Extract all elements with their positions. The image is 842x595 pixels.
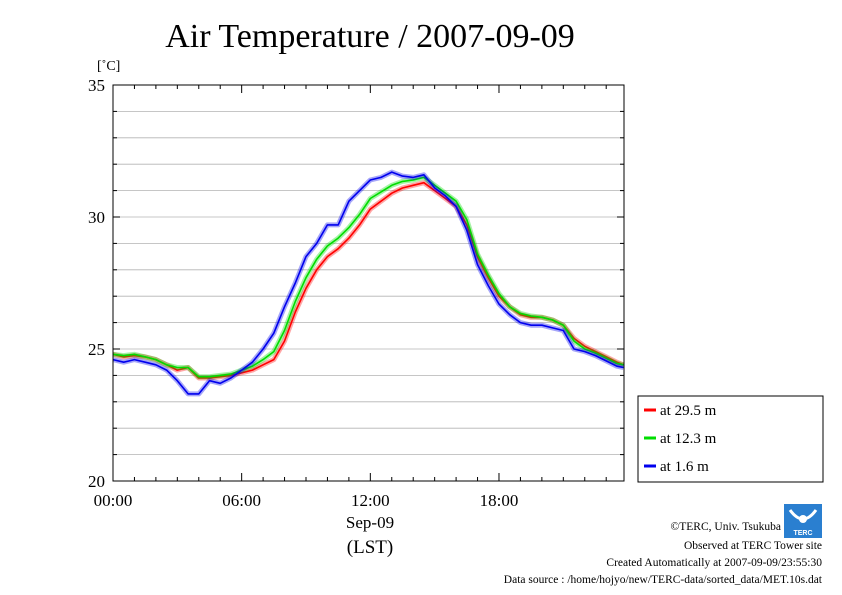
chart-title: Air Temperature / 2007-09-09 xyxy=(165,18,575,55)
plot-frame xyxy=(112,84,625,482)
legend-label-at-1-6-m: at 1.6 m xyxy=(660,459,709,475)
y-tick-label: 20 xyxy=(88,472,105,491)
y-tick-label: 30 xyxy=(88,208,105,227)
logo-text: TERC xyxy=(793,530,812,537)
x-tick-label: 06:00 xyxy=(222,491,261,510)
logo-drop-shape xyxy=(799,515,807,523)
series-line-at-12-3-m xyxy=(112,176,624,378)
series-line-at-1-6-m xyxy=(112,171,624,395)
legend-box xyxy=(637,395,824,483)
credit-copyright: ©TERC, Univ. Tsukuba xyxy=(671,521,781,533)
x-tick-label: 00:00 xyxy=(94,491,133,510)
x-tick-label: 18:00 xyxy=(480,491,519,510)
y-axis-unit-label: [˚C] xyxy=(97,59,120,74)
y-tick-label: 25 xyxy=(88,340,105,359)
terc-logo: TERC xyxy=(784,504,822,538)
credit-created: Created Automatically at 2007-09-09/23:5… xyxy=(606,557,822,569)
x-axis-timezone-label: (LST) xyxy=(347,537,393,558)
x-tick-label: 12:00 xyxy=(351,491,390,510)
axis-ticks: 20 25 30 35 00:00 06:00 12:00 18:00 xyxy=(88,76,624,510)
legend: at 29.5 m at 12.3 m at 1.6 m xyxy=(637,395,824,483)
series-halo-at-12-3-m xyxy=(112,174,624,380)
legend-label-at-29-5-m: at 29.5 m xyxy=(660,403,717,419)
grid-lines xyxy=(113,111,624,456)
y-tick-label: 35 xyxy=(88,76,105,95)
x-axis-date-label: Sep-09 xyxy=(346,513,394,532)
credits-block: ©TERC, Univ. Tsukuba Observed at TERC To… xyxy=(504,521,823,586)
credit-source: Data source : /home/hojyo/new/TERC-data/… xyxy=(504,574,823,586)
credit-site: Observed at TERC Tower site xyxy=(684,540,822,552)
series-lines xyxy=(112,169,625,397)
legend-label-at-12-3-m: at 12.3 m xyxy=(660,431,717,447)
